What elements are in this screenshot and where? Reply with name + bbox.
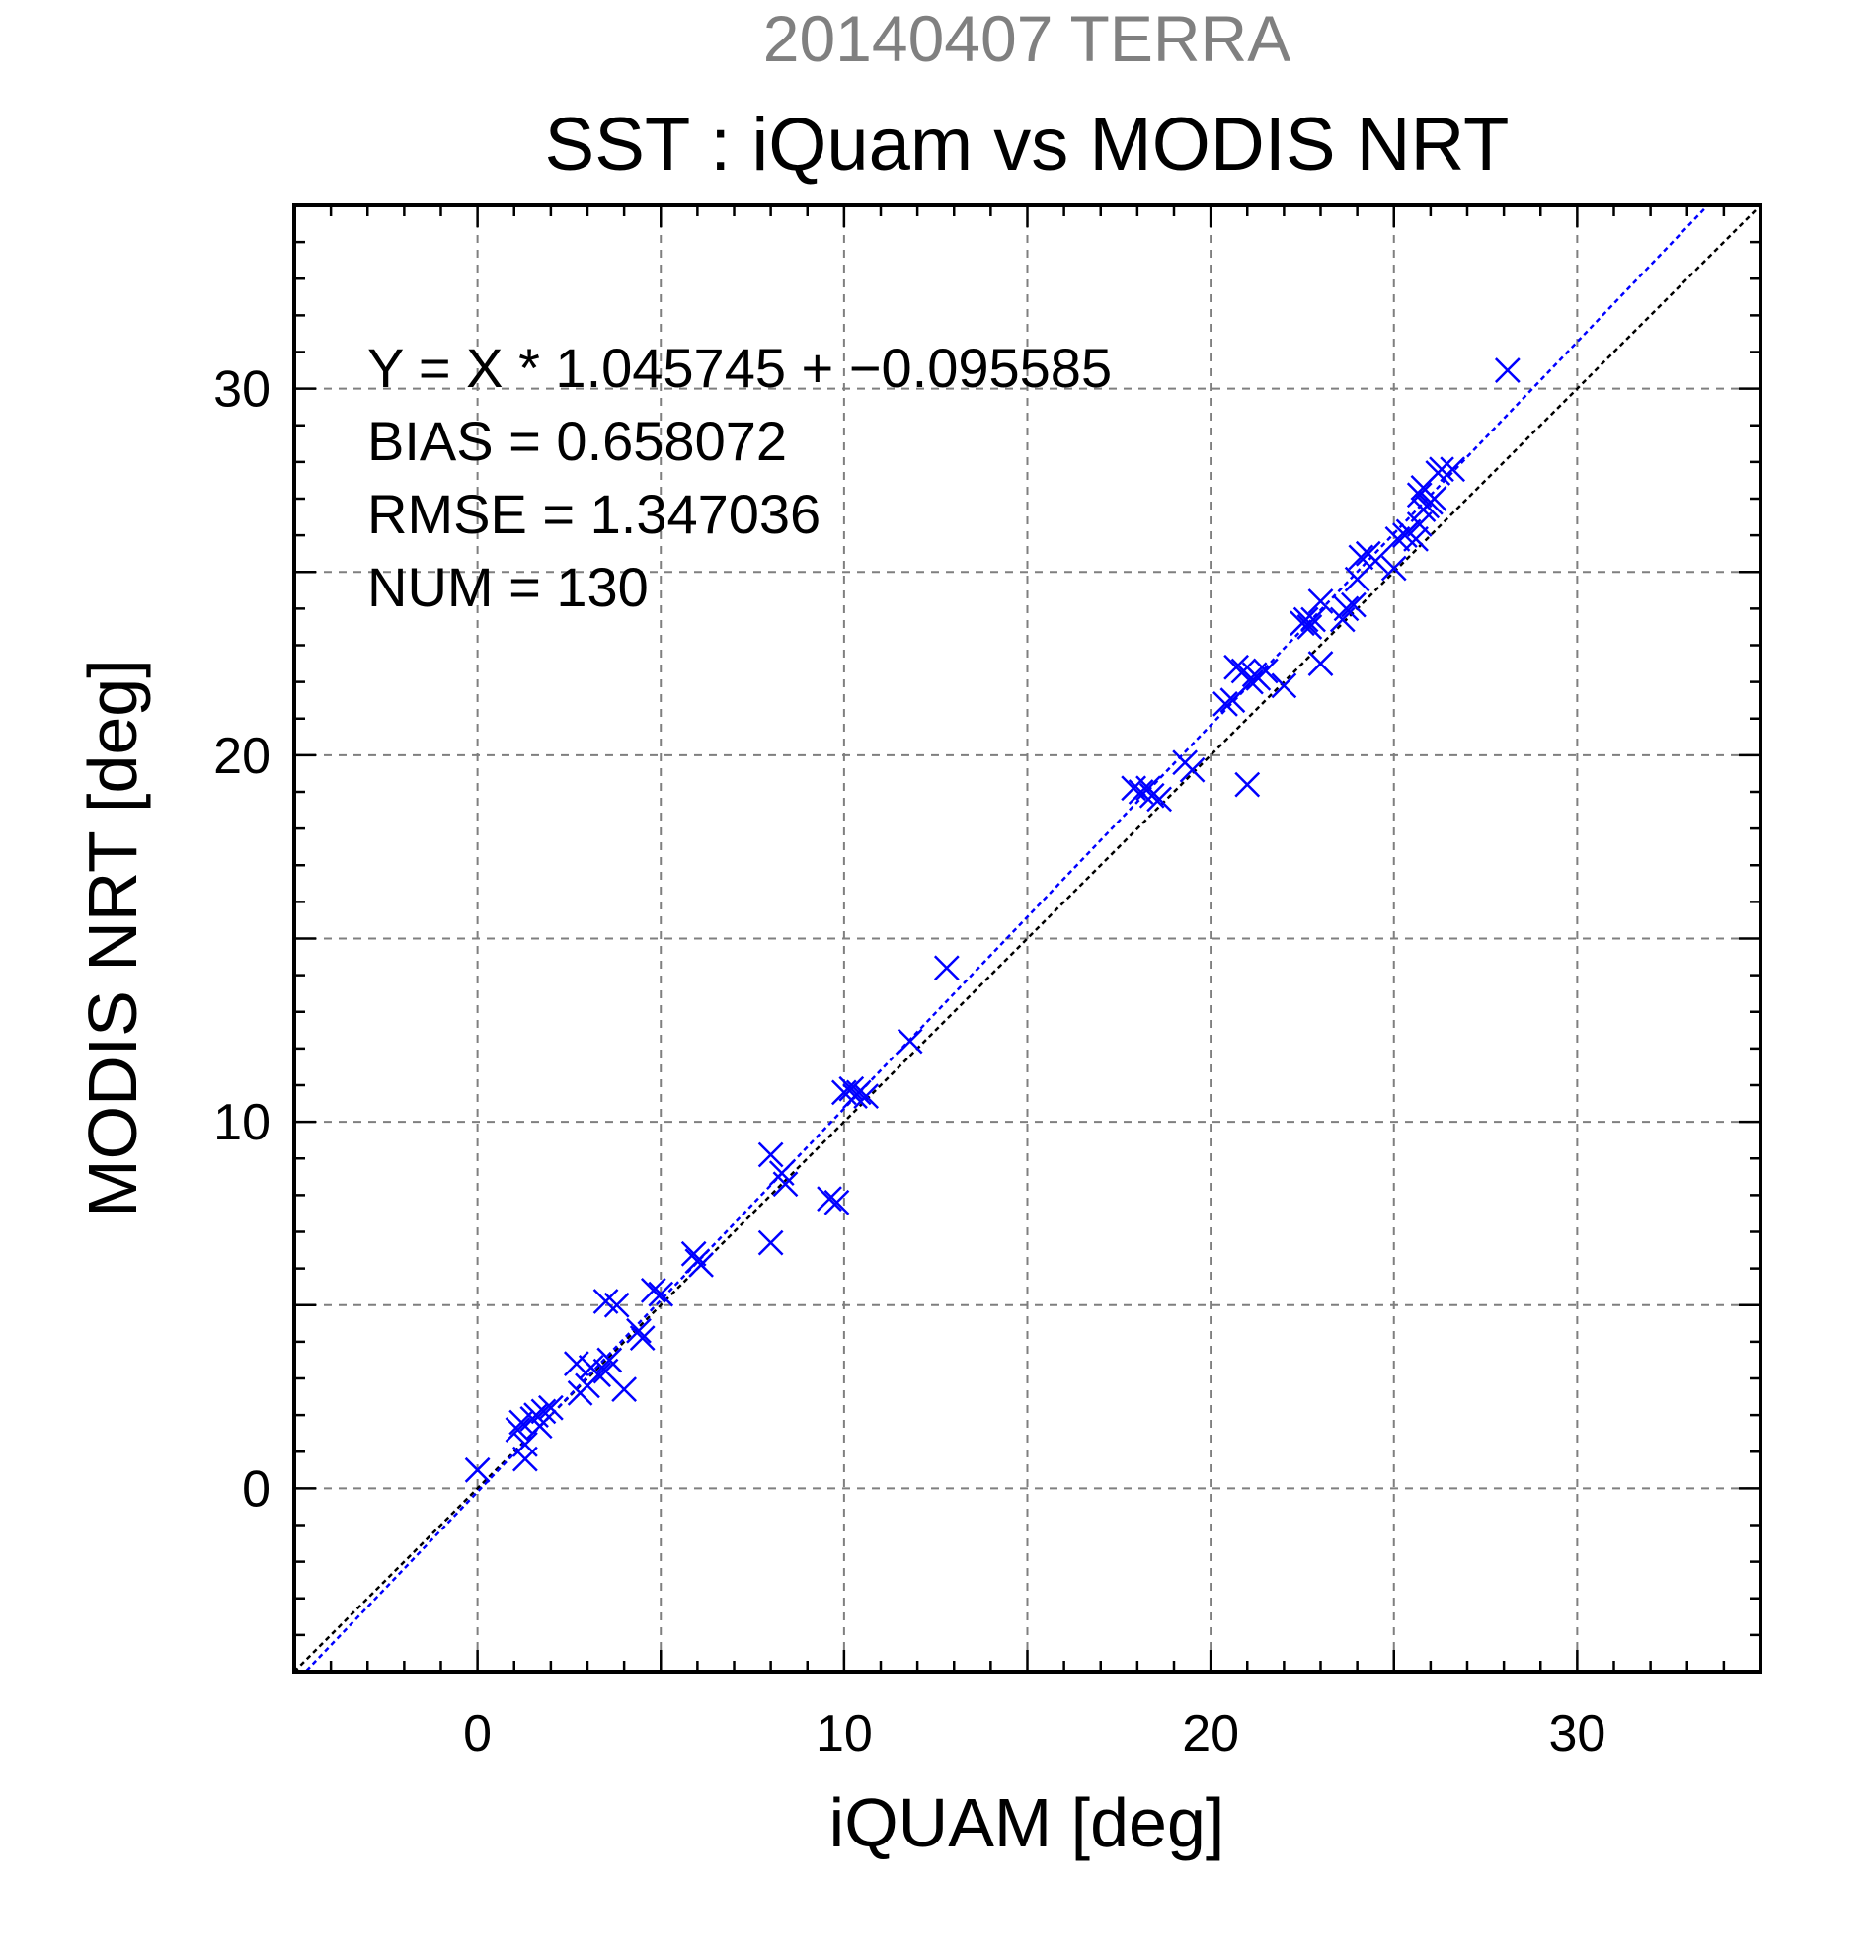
- data-point: [838, 1075, 865, 1102]
- data-point: [1380, 555, 1407, 582]
- data-point: [1146, 786, 1173, 813]
- rmse-value: RMSE = 1.347036: [367, 483, 821, 545]
- data-point: [1429, 456, 1454, 483]
- data-point: [1363, 548, 1389, 574]
- data-point: [1341, 591, 1367, 618]
- data-point: [688, 1252, 714, 1278]
- data-point: [1403, 525, 1429, 552]
- data-point: [1333, 595, 1360, 622]
- data-point: [505, 1417, 531, 1443]
- data-point: [629, 1325, 656, 1352]
- data-point: [1296, 614, 1323, 640]
- grid-lines: [294, 205, 1760, 1672]
- data-point: [1421, 486, 1447, 511]
- data-point: [853, 1083, 880, 1110]
- data-point: [757, 1141, 784, 1168]
- data-point: [845, 1079, 872, 1106]
- data-point: [897, 1028, 923, 1055]
- data-point: [680, 1240, 707, 1267]
- data-point: [1234, 771, 1261, 798]
- num-value: NUM = 130: [367, 556, 649, 618]
- data-point: [626, 1317, 652, 1344]
- reference-lines: [294, 205, 1760, 1672]
- data-point: [1384, 525, 1411, 552]
- data-point: [611, 1376, 638, 1403]
- data-point: [537, 1394, 564, 1421]
- y-tick-label: 0: [242, 1460, 271, 1518]
- y-tick-labels: 0 10 20 30: [213, 361, 271, 1519]
- plot-frame: [292, 203, 1762, 1674]
- data-point: [530, 1398, 557, 1425]
- data-point: [512, 1446, 538, 1472]
- y-tick-label: 10: [213, 1094, 271, 1151]
- data-point: [1494, 357, 1521, 383]
- x-tick-label: 30: [1548, 1705, 1605, 1763]
- data-point: [1292, 606, 1319, 633]
- data-point: [596, 1347, 623, 1373]
- data-point: [933, 955, 960, 981]
- data-point: [757, 1229, 784, 1256]
- data-point: [526, 1413, 553, 1440]
- data-point: [1300, 606, 1326, 633]
- data-point: [823, 1189, 850, 1215]
- chart-title: SST : iQuam vs MODIS NRT: [545, 103, 1510, 187]
- bias-value: BIAS = 0.658072: [367, 410, 787, 472]
- data-point: [1440, 456, 1466, 483]
- data-point: [640, 1278, 666, 1303]
- data-point: [563, 1351, 589, 1377]
- data-point: [1252, 658, 1279, 684]
- stats-annotations: Y = X * 1.045745 + −0.095585 BIAS = 0.65…: [367, 337, 1112, 618]
- x-tick-label: 20: [1182, 1705, 1239, 1763]
- one-to-one-line: [294, 205, 1760, 1672]
- x-tick-label: 0: [463, 1705, 492, 1763]
- y-tick-label: 30: [213, 361, 271, 419]
- y-tick-label: 20: [213, 728, 271, 785]
- data-point: [772, 1171, 799, 1198]
- data-point: [1348, 544, 1374, 571]
- data-point: [1238, 668, 1264, 695]
- x-tick-labels: 0 10 20 30: [463, 1705, 1605, 1763]
- data-points: [464, 357, 1521, 1483]
- data-point: [1212, 691, 1238, 717]
- data-point: [648, 1281, 674, 1307]
- x-axis-label: iQUAM [deg]: [829, 1784, 1225, 1861]
- chart-suptitle: 20140407 TERRA: [763, 2, 1290, 75]
- data-point: [512, 1431, 538, 1457]
- data-point: [464, 1456, 491, 1483]
- data-point: [1307, 651, 1334, 676]
- data-point: [603, 1292, 630, 1318]
- data-point: [817, 1186, 842, 1212]
- data-point: [1138, 782, 1165, 809]
- data-point: [1271, 672, 1297, 699]
- data-point: [1307, 588, 1334, 614]
- data-point: [1406, 511, 1433, 537]
- y-axis-label: MODIS NRT [deg]: [74, 659, 151, 1216]
- data-point: [1121, 775, 1147, 802]
- x-tick-label: 10: [816, 1705, 873, 1763]
- fit-line: [303, 205, 1710, 1672]
- data-point: [586, 1362, 612, 1388]
- fit-equation: Y = X * 1.045745 + −0.095585: [367, 337, 1112, 399]
- data-point: [1406, 482, 1433, 509]
- data-point: [1179, 756, 1206, 783]
